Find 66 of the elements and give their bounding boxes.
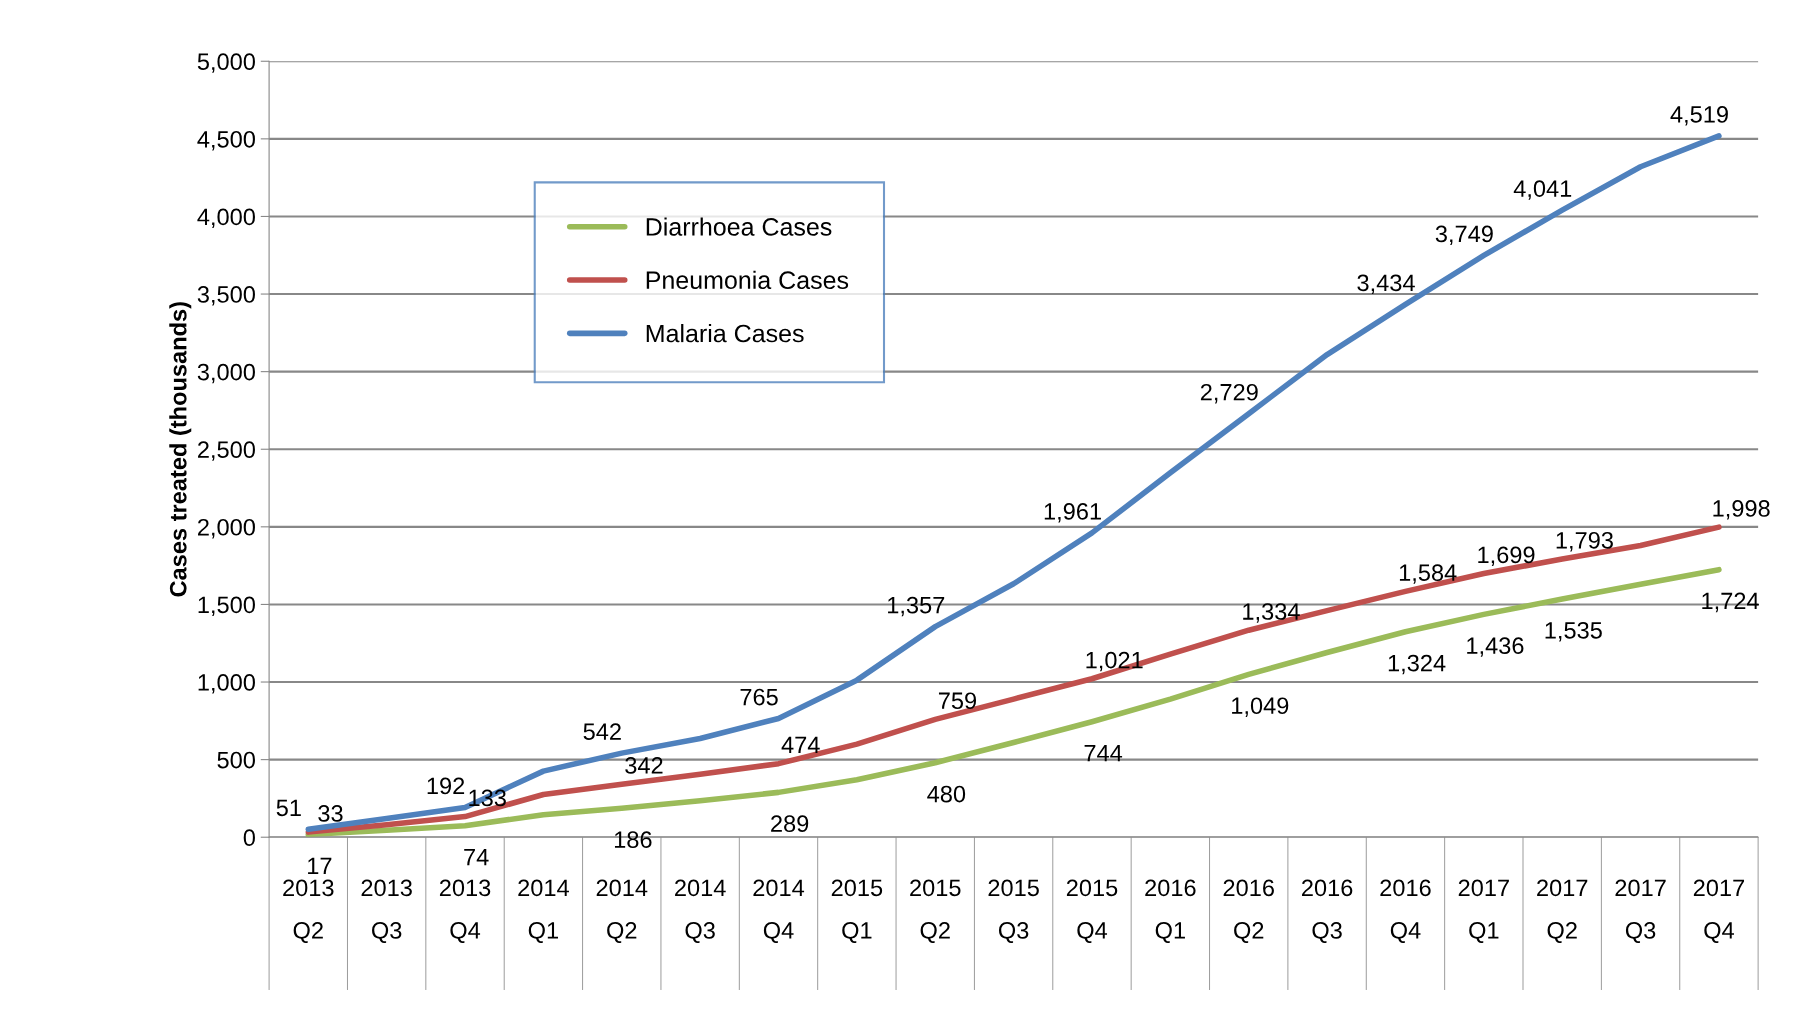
y-tick-label: 5,000 [197,53,255,73]
data-label: 542 [583,723,621,740]
x-tick-label: 2013 Q2 [283,879,334,943]
data-label: 1,961 [1044,503,1101,523]
y-tick-label: 2,000 [198,518,255,539]
data-label: 33 [318,805,343,822]
x-tick-label: 2014 Q2 [596,879,648,943]
legend-label: Diarrhoea Cases [646,217,832,236]
x-tick-label: 2015 Q2 [910,879,961,943]
y-tick-label: 3,000 [197,363,255,384]
x-tick-label: 2016 Q3 [1302,879,1353,943]
x-tick-label: 2017 Q4 [1693,879,1745,943]
legend-label: Malaria Cases [646,324,804,343]
data-label: 1,724 [1702,592,1759,613]
data-label: 51 [276,799,301,817]
data-label: 4,519 [1670,106,1728,126]
data-label: 342 [625,757,663,774]
x-tick-label: 2014 Q1 [518,879,569,943]
data-label: 192 [427,777,465,795]
data-label: 1,998 [1713,500,1770,520]
data-label: 4,041 [1513,180,1572,200]
x-tick-label: 2016 Q4 [1380,879,1431,943]
y-tick-label: 1,500 [198,596,255,617]
x-tick-label: 2016 Q2 [1223,879,1274,943]
x-tick-label: 2015 Q4 [1066,879,1118,943]
data-label: 1,793 [1556,531,1613,552]
data-label: 1,324 [1388,654,1446,675]
data-label: 3,434 [1357,274,1415,294]
data-label: 1,699 [1478,546,1535,567]
y-tick-label: 0 [243,829,255,847]
y-axis-title: Cases treated (thousands) [169,302,192,597]
data-label: 289 [771,815,809,833]
data-label: 3,749 [1435,225,1493,246]
x-tick-label: 2013 Q4 [439,879,491,943]
data-label: 74 [464,848,489,866]
x-tick-label: 2014 Q4 [753,879,805,943]
y-tick-label: 2,500 [198,441,255,461]
data-label: 1,334 [1243,603,1300,623]
data-label: 1,021 [1086,651,1143,672]
x-tick-label: 2017 Q3 [1615,879,1666,943]
x-tick-label: 2016 Q1 [1145,879,1196,943]
data-label: 2,729 [1200,383,1258,404]
data-label: 474 [781,736,820,754]
x-tick-label: 2013 Q3 [361,879,412,943]
y-tick-label: 3,500 [197,286,255,306]
x-tick-label: 2015 Q3 [988,879,1039,943]
x-tick-label: 2017 Q2 [1537,879,1588,943]
data-label: 759 [938,692,977,710]
data-label: 480 [927,785,966,803]
y-tick-label: 500 [217,751,255,769]
data-label: 17 [308,857,332,875]
data-label: 744 [1084,744,1123,762]
data-label: 1,584 [1399,564,1457,584]
legend-label: Pneumonia Cases [646,270,849,290]
data-label: 1,436 [1467,637,1524,657]
data-label: 1,049 [1232,697,1289,717]
y-tick-label: 4,500 [197,130,255,151]
data-label: 1,535 [1545,621,1602,642]
x-tick-label: 2015 Q1 [831,879,883,943]
data-label: 765 [740,688,778,706]
y-tick-label: 4,000 [197,208,255,229]
y-tick-label: 1,000 [198,674,255,694]
x-tick-label: 2014 Q3 [675,879,726,943]
data-label: 186 [614,831,652,849]
data-label: 1,357 [888,596,945,617]
x-tick-label: 2017 Q1 [1458,879,1509,943]
